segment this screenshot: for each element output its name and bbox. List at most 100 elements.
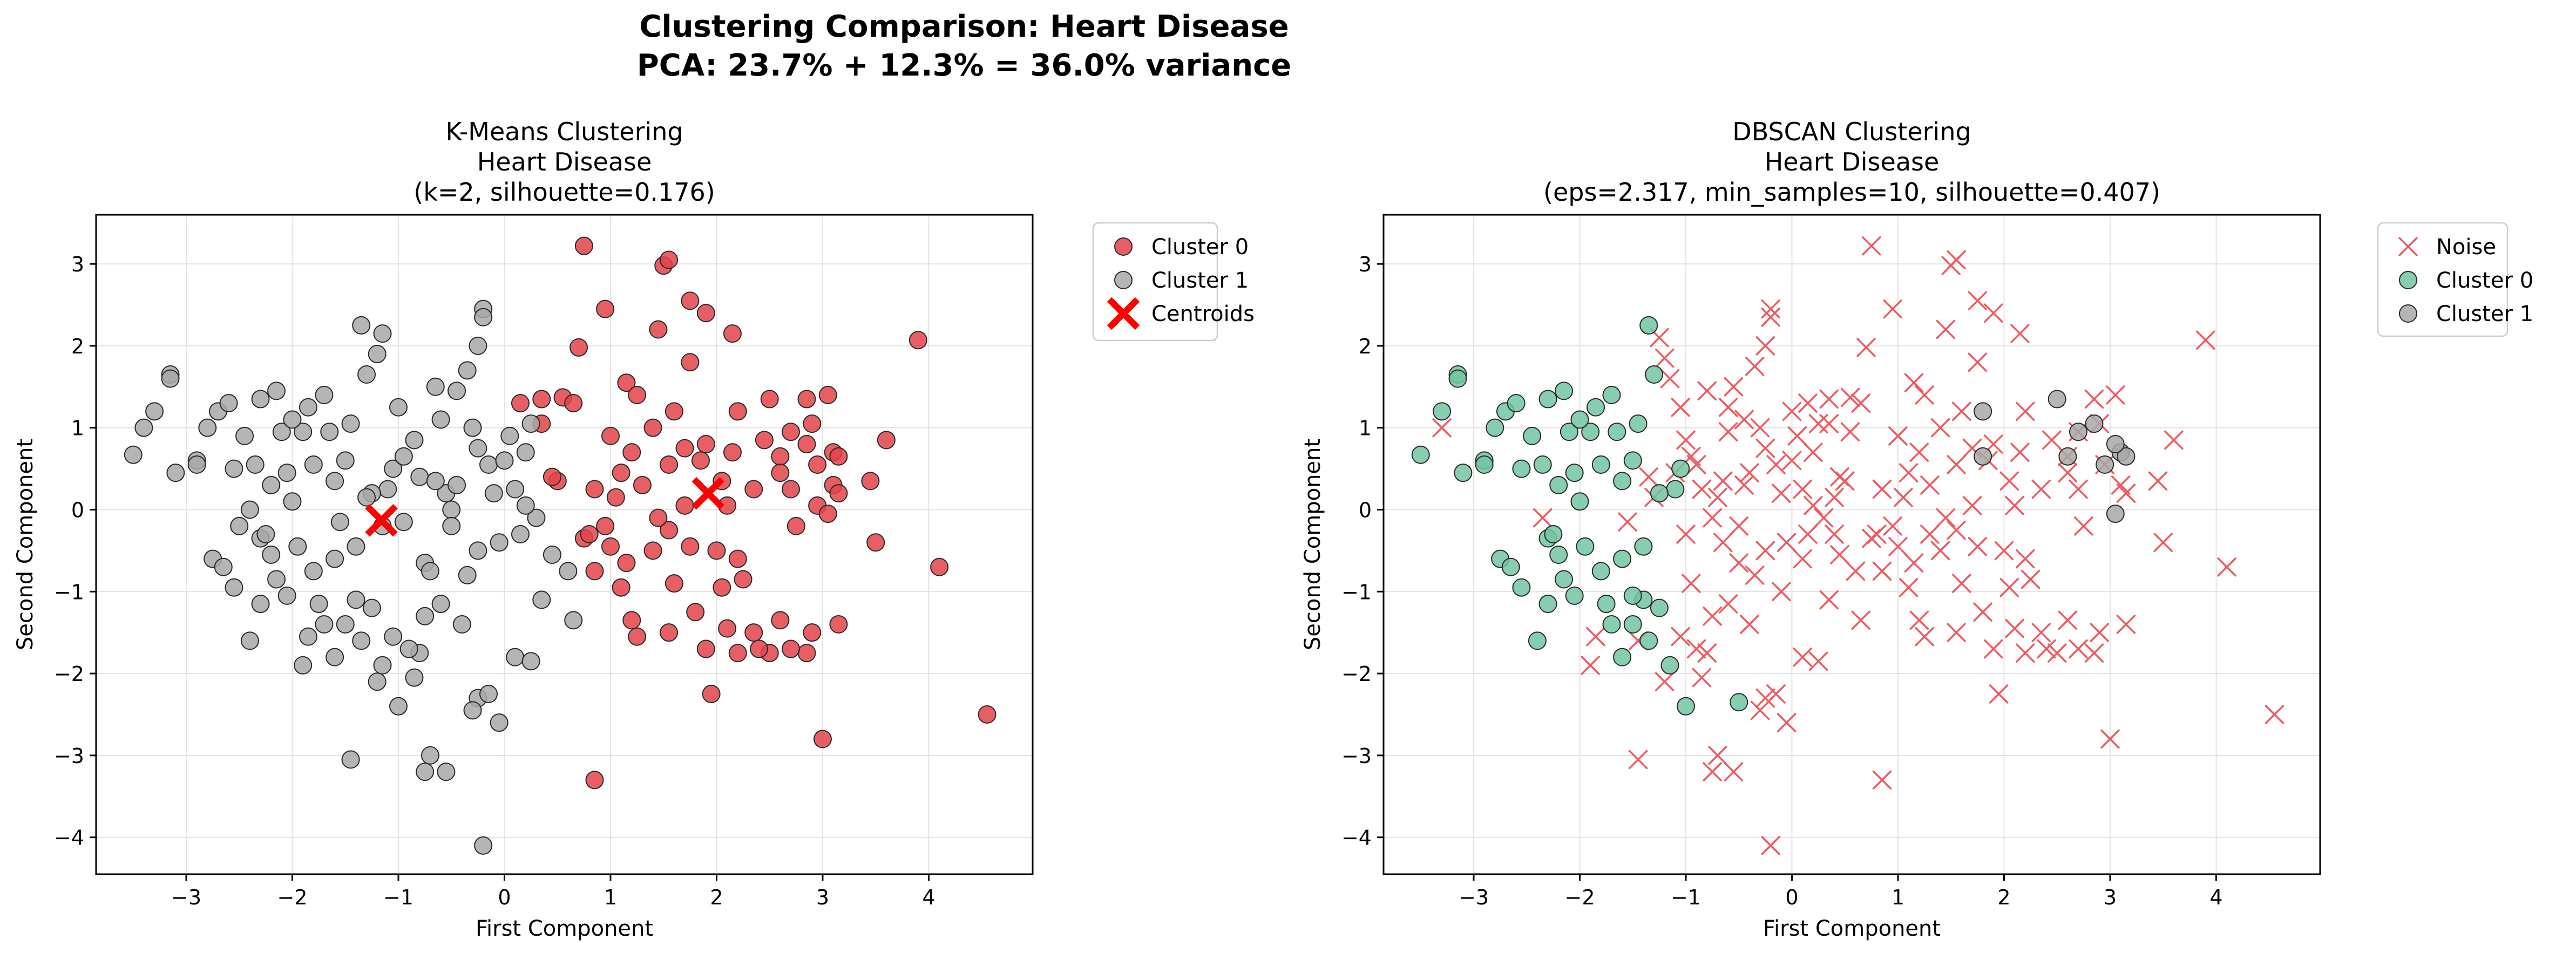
cluster-1-point — [431, 410, 450, 429]
cluster-1-point — [299, 398, 317, 417]
noise-marker — [1729, 516, 1748, 536]
cluster-1-point — [506, 648, 525, 666]
cluster-0-point — [1613, 648, 1632, 666]
cluster-1-point — [421, 562, 439, 581]
x-stroke — [1703, 508, 1722, 528]
cluster-1-point — [262, 475, 281, 494]
noise-marker — [2084, 643, 2104, 663]
cluster-0-point — [628, 385, 647, 404]
x-stroke — [1804, 442, 1823, 462]
cluster-0-point — [1591, 455, 1610, 474]
x-stroke — [1909, 610, 1929, 630]
noise-marker — [1755, 541, 1775, 561]
x-stroke — [2021, 569, 2041, 589]
cluster-1-point — [442, 500, 461, 519]
noise-marker — [1808, 651, 1828, 671]
x-stroke — [1947, 250, 1966, 270]
x-stroke — [1808, 651, 1828, 671]
cluster-1-point — [294, 656, 313, 675]
cluster-0-point — [681, 353, 700, 372]
x-stroke — [2005, 618, 2024, 638]
cluster-0-point — [1538, 390, 1557, 408]
cluster-0-point — [570, 338, 588, 357]
x-stroke — [1671, 397, 1690, 417]
x-stroke — [1581, 656, 1600, 675]
cluster-0-point — [665, 402, 683, 421]
x-stroke — [1947, 455, 1966, 474]
noise-marker — [1755, 438, 1775, 458]
cluster-0-point — [1555, 382, 1574, 400]
cluster-0-point — [713, 578, 731, 597]
cluster-0-point — [612, 464, 631, 482]
x-stroke — [1825, 487, 1844, 507]
x-stroke — [2398, 237, 2418, 256]
x-stroke — [1692, 479, 1712, 499]
noise-marker — [1999, 471, 2019, 491]
noise-marker — [1867, 525, 1887, 544]
x-stroke — [1750, 418, 1770, 438]
y-tick-label: −3 — [54, 744, 84, 768]
x-stroke — [1713, 533, 1733, 552]
x-stroke — [2116, 615, 2136, 634]
x-stroke — [2069, 479, 2088, 499]
x-stroke — [2042, 430, 2062, 450]
x-stroke — [1655, 672, 1675, 692]
cluster-0-point — [596, 516, 615, 535]
noise-marker — [1745, 566, 1765, 585]
x-stroke — [1755, 438, 1775, 458]
cluster-1-point — [352, 631, 371, 650]
noise-marker — [1761, 836, 1780, 855]
legend-label: Cluster 1 — [1151, 268, 1249, 293]
cluster-1-point — [394, 447, 413, 466]
x-stroke — [1962, 438, 1982, 458]
cluster-1-point — [521, 652, 540, 671]
noise-marker — [1676, 430, 1696, 450]
cluster-0-point — [782, 480, 801, 499]
x-stroke — [1682, 574, 1701, 593]
noise-marker — [1718, 422, 1738, 442]
cluster-1-point — [267, 382, 286, 400]
cluster-0-point — [797, 644, 816, 663]
cluster-1-point — [448, 382, 466, 400]
x-stroke — [1968, 291, 1988, 311]
noise-marker — [1655, 672, 1675, 692]
cluster-1-point — [521, 414, 540, 433]
centroids-marker — [692, 476, 724, 510]
y-tick-label: 1 — [1359, 417, 1372, 440]
noise-marker — [1772, 484, 1791, 503]
x-tick-label: 0 — [1785, 886, 1798, 909]
noise-marker — [2153, 533, 2173, 552]
noise-marker — [1814, 508, 1834, 528]
noise-marker — [1586, 627, 1605, 646]
cluster-1-point — [410, 467, 429, 486]
cluster-0-point — [1560, 423, 1578, 441]
cluster-0-point — [978, 705, 996, 724]
noise-marker — [1819, 389, 1839, 409]
data-points — [1411, 236, 2284, 855]
noise-marker — [1660, 369, 1680, 389]
x-stroke — [1718, 397, 1738, 417]
cluster-1-point — [357, 365, 376, 384]
x-tick-label: 3 — [816, 886, 829, 909]
noise-marker — [1909, 610, 1929, 630]
noise-marker — [2016, 643, 2035, 663]
cluster-0-point — [782, 423, 801, 441]
x-stroke — [1825, 525, 1844, 544]
cluster-1-point — [532, 590, 551, 609]
noise-marker — [2010, 324, 2030, 343]
cluster-0-point — [771, 447, 790, 466]
x-stroke — [2196, 330, 2215, 350]
cluster-0-point — [564, 394, 583, 413]
cluster-1-point — [230, 516, 249, 535]
x-stroke — [1819, 389, 1839, 409]
x-stroke — [1968, 537, 1988, 556]
cluster-1-point — [463, 418, 482, 437]
cluster-0-point — [696, 639, 715, 658]
cluster-1-point — [394, 513, 413, 532]
cluster-1-point — [272, 423, 291, 441]
x-stroke — [1840, 387, 1860, 407]
x-stroke — [1671, 627, 1690, 646]
noise-marker — [1618, 512, 1637, 532]
